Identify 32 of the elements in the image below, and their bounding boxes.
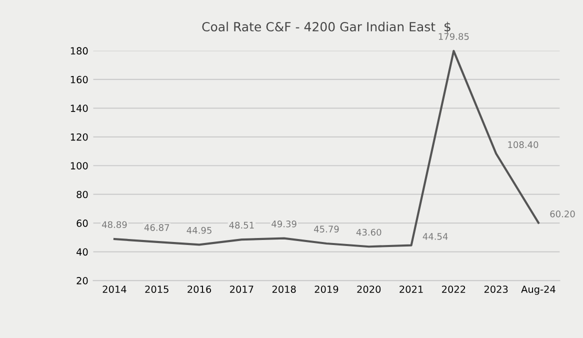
y-tick-label: 180	[70, 47, 88, 55]
x-tick-label: 2023	[484, 286, 508, 293]
data-label: 179.85	[438, 33, 469, 40]
data-label: 44.95	[186, 226, 212, 234]
data-label: 108.40	[508, 141, 538, 148]
y-tick-label: 20	[76, 277, 88, 284]
data-label: 48.89	[102, 221, 127, 228]
data-label: 43.60	[356, 228, 382, 236]
x-tick-label: 2018	[272, 286, 296, 293]
x-tick-label: 2017	[230, 286, 254, 293]
y-tick-label: 100	[70, 162, 88, 170]
x-tick-label: Aug-24	[521, 286, 556, 295]
x-tick-label: 2015	[145, 286, 168, 293]
x-tick-label: 2022	[442, 286, 466, 293]
x-tick-label: 2016	[188, 286, 212, 293]
data-label: 48.51	[229, 222, 254, 229]
y-tick-label: 140	[70, 104, 88, 112]
y-tick-label: 160	[70, 76, 88, 84]
data-label: 44.54	[422, 233, 448, 240]
y-tick-label: 120	[70, 133, 88, 141]
x-tick-label: 2019	[314, 286, 338, 293]
chart-title: Coal Rate C&F - 4200 Gar Indian East $	[202, 22, 450, 34]
data-label: 45.79	[314, 226, 339, 233]
x-tick-label: 2014	[102, 286, 126, 293]
x-tick-label: 2020	[357, 286, 381, 293]
data-label: 49.39	[272, 220, 296, 228]
data-label: 46.87	[144, 224, 170, 231]
data-label: 60.20	[550, 210, 575, 218]
y-tick-label: 40	[76, 248, 88, 256]
y-tick-label: 80	[76, 190, 88, 198]
y-tick-label: 60	[76, 220, 88, 227]
x-tick-label: 2021	[400, 286, 423, 293]
